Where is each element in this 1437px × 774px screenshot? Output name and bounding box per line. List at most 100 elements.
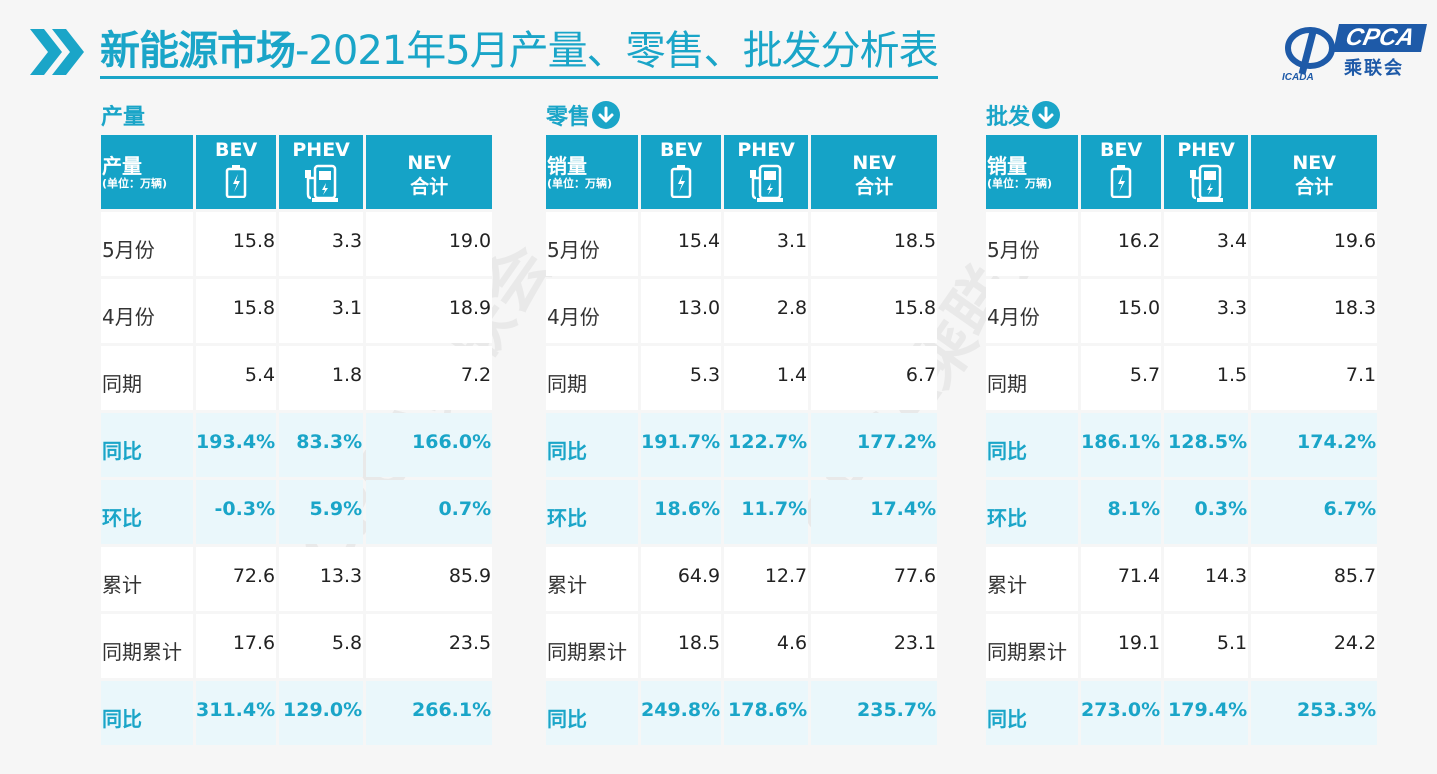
table-row: 同比 249.8% 178.6% 235.7% — [546, 681, 938, 745]
data-table: 销量 (单位：万辆) BEV PHEV NEV 合计 5月份 16.2 3.4 19.6 4月份 15… — [983, 132, 1380, 748]
row-label: 同比 — [986, 413, 1078, 477]
cell-value: 15.8 — [196, 279, 277, 343]
panel-0: 产量 产量 (单位：万辆) BEV PHEV NEV 合计 5月份 15.8 3.3 19.0 4月份… — [101, 100, 495, 748]
metric-name: 销量 — [547, 154, 587, 178]
cell-value: 179.4% — [1164, 681, 1249, 745]
nev-header-line2: 合计 — [1295, 176, 1334, 198]
nev-header: NEV 合计 — [366, 135, 492, 209]
panel-label-text: 零售 — [546, 105, 591, 130]
nev-header-line2: 合计 — [410, 176, 449, 198]
cell-value: 85.7 — [1251, 547, 1378, 611]
cell-value: 166.0% — [366, 413, 493, 477]
cell-value: 6.7% — [1251, 480, 1378, 544]
cell-value: 19.0 — [366, 212, 493, 276]
phev-header-label: PHEV — [737, 139, 795, 161]
cell-value: 3.3 — [279, 212, 364, 276]
row-label: 同期累计 — [546, 614, 638, 678]
table-row: 同比 311.4% 129.0% 266.1% — [101, 681, 493, 745]
logo-emblem-icon: ICADA — [1282, 27, 1335, 82]
bev-header: BEV — [641, 135, 721, 209]
cell-value: 83.3% — [279, 413, 364, 477]
panel-label-text: 批发 — [986, 105, 1031, 130]
table-row: 累计 71.4 14.3 85.7 — [986, 547, 1378, 611]
cell-value: 5.1 — [1164, 614, 1249, 678]
cell-value: 7.1 — [1251, 346, 1378, 410]
nev-header-line1: NEV — [407, 152, 451, 174]
charger-icon — [1164, 164, 1248, 204]
cell-value: 16.2 — [1081, 212, 1162, 276]
bev-header: BEV — [1081, 135, 1161, 209]
cell-value: 11.7% — [724, 480, 809, 544]
phev-header-label: PHEV — [292, 139, 350, 161]
cell-value: 13.0 — [641, 279, 722, 343]
table-row: 环比 18.6% 11.7% 17.4% — [546, 480, 938, 544]
title-bar: 新能源市场-2021年5月产量、零售、批发分析表 — [30, 22, 939, 82]
nev-header-line1: NEV — [1292, 152, 1336, 174]
metric-name: 产量 — [102, 154, 142, 178]
table-header-row: 销量 (单位：万辆) BEV PHEV NEV 合计 — [546, 135, 938, 209]
cell-value: 186.1% — [1081, 413, 1162, 477]
cell-value: 0.3% — [1164, 480, 1249, 544]
charger-icon — [279, 164, 363, 204]
cell-value: 2.8 — [724, 279, 809, 343]
bev-header-label: BEV — [214, 139, 258, 161]
table-row: 4月份 15.8 3.1 18.9 — [101, 279, 493, 343]
cell-value: 15.8 — [811, 279, 938, 343]
row-label: 累计 — [986, 547, 1078, 611]
nev-header-line1: NEV — [852, 152, 896, 174]
cell-value: 8.1% — [1081, 480, 1162, 544]
panel-label: 零售 — [546, 100, 940, 130]
cell-value: 1.4 — [724, 346, 809, 410]
logo-brand: CPCA — [1333, 24, 1427, 52]
cell-value: 0.7% — [366, 480, 493, 544]
arrow-down-circle-icon — [592, 101, 621, 129]
cell-value: 1.5 — [1164, 346, 1249, 410]
battery-icon — [641, 164, 721, 198]
table-row: 同期累计 17.6 5.8 23.5 — [101, 614, 493, 678]
row-label: 同比 — [546, 413, 638, 477]
cell-value: 122.7% — [724, 413, 809, 477]
row-label: 同期 — [986, 346, 1078, 410]
cell-value: 7.2 — [366, 346, 493, 410]
cell-value: 6.7 — [811, 346, 938, 410]
cell-value: 5.4 — [196, 346, 277, 410]
cell-value: 5.8 — [279, 614, 364, 678]
cell-value: 18.9 — [366, 279, 493, 343]
cell-value: 15.8 — [196, 212, 277, 276]
cell-value: 64.9 — [641, 547, 722, 611]
cell-value: 24.2 — [1251, 614, 1378, 678]
battery-icon — [1081, 164, 1161, 198]
row-label: 累计 — [546, 547, 638, 611]
table-row: 同比 191.7% 122.7% 177.2% — [546, 413, 938, 477]
metric-unit: (单位：万辆) — [987, 177, 1053, 190]
table-row: 同比 186.1% 128.5% 174.2% — [986, 413, 1378, 477]
table-row: 环比 8.1% 0.3% 6.7% — [986, 480, 1378, 544]
cell-value: 85.9 — [366, 547, 493, 611]
bev-header: BEV — [196, 135, 276, 209]
table-row: 同期 5.3 1.4 6.7 — [546, 346, 938, 410]
cell-value: 5.3 — [641, 346, 722, 410]
cell-value: 13.3 — [279, 547, 364, 611]
cell-value: 177.2% — [811, 413, 938, 477]
cell-value: 128.5% — [1164, 413, 1249, 477]
cell-value: 4.6 — [724, 614, 809, 678]
cell-value: 18.5 — [811, 212, 938, 276]
table-header-row: 销量 (单位：万辆) BEV PHEV NEV 合计 — [986, 135, 1378, 209]
cell-value: 235.7% — [811, 681, 938, 745]
table-row: 同期累计 19.1 5.1 24.2 — [986, 614, 1378, 678]
data-table: 产量 (单位：万辆) BEV PHEV NEV 合计 5月份 15.8 3.3 19.0 4月份 15… — [98, 132, 495, 748]
cell-value: 178.6% — [724, 681, 809, 745]
cell-value: 129.0% — [279, 681, 364, 745]
cell-value: 71.4 — [1081, 547, 1162, 611]
cell-value: 19.6 — [1251, 212, 1378, 276]
cell-value: 17.6 — [196, 614, 277, 678]
metric-header: 销量 (单位：万辆) — [986, 135, 1078, 209]
panel-1: 零售 销量 (单位：万辆) BEV PHEV NEV 合计 5月份 15.4 3.1 18.5 4月份… — [546, 100, 940, 748]
phev-header: PHEV — [279, 135, 363, 209]
table-row: 同比 193.4% 83.3% 166.0% — [101, 413, 493, 477]
cell-value: 1.8 — [279, 346, 364, 410]
cell-value: 5.9% — [279, 480, 364, 544]
table-row: 5月份 15.4 3.1 18.5 — [546, 212, 938, 276]
metric-header: 产量 (单位：万辆) — [101, 135, 193, 209]
cell-value: 15.4 — [641, 212, 722, 276]
